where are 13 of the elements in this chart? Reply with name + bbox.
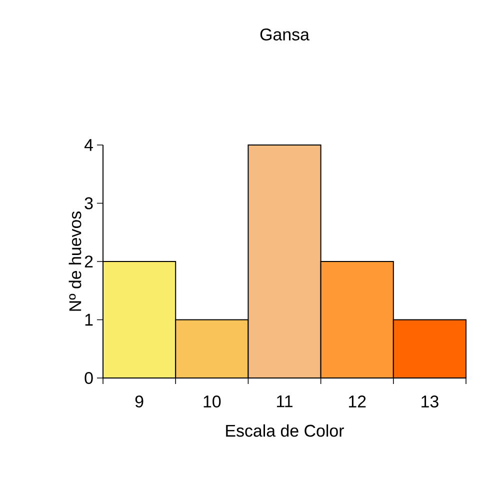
- y-tick-label: 3: [84, 197, 93, 210]
- y-axis-title: Nº de huevos: [68, 211, 82, 311]
- chart-title: Gansa: [260, 28, 310, 40]
- x-tick-label: 9: [135, 396, 144, 408]
- y-tick-label: 4: [84, 139, 93, 151]
- y-tick-label: 0: [84, 372, 93, 384]
- y-tick-label: 1: [85, 314, 93, 326]
- x-tick-label: 13: [422, 396, 438, 408]
- x-axis-title: Escala de Color: [226, 424, 344, 437]
- x-tick-label: 10: [204, 396, 221, 408]
- x-tick-label: 12: [348, 396, 366, 408]
- y-tick-label: 2: [84, 256, 93, 268]
- x-tick-label: 11: [277, 396, 292, 408]
